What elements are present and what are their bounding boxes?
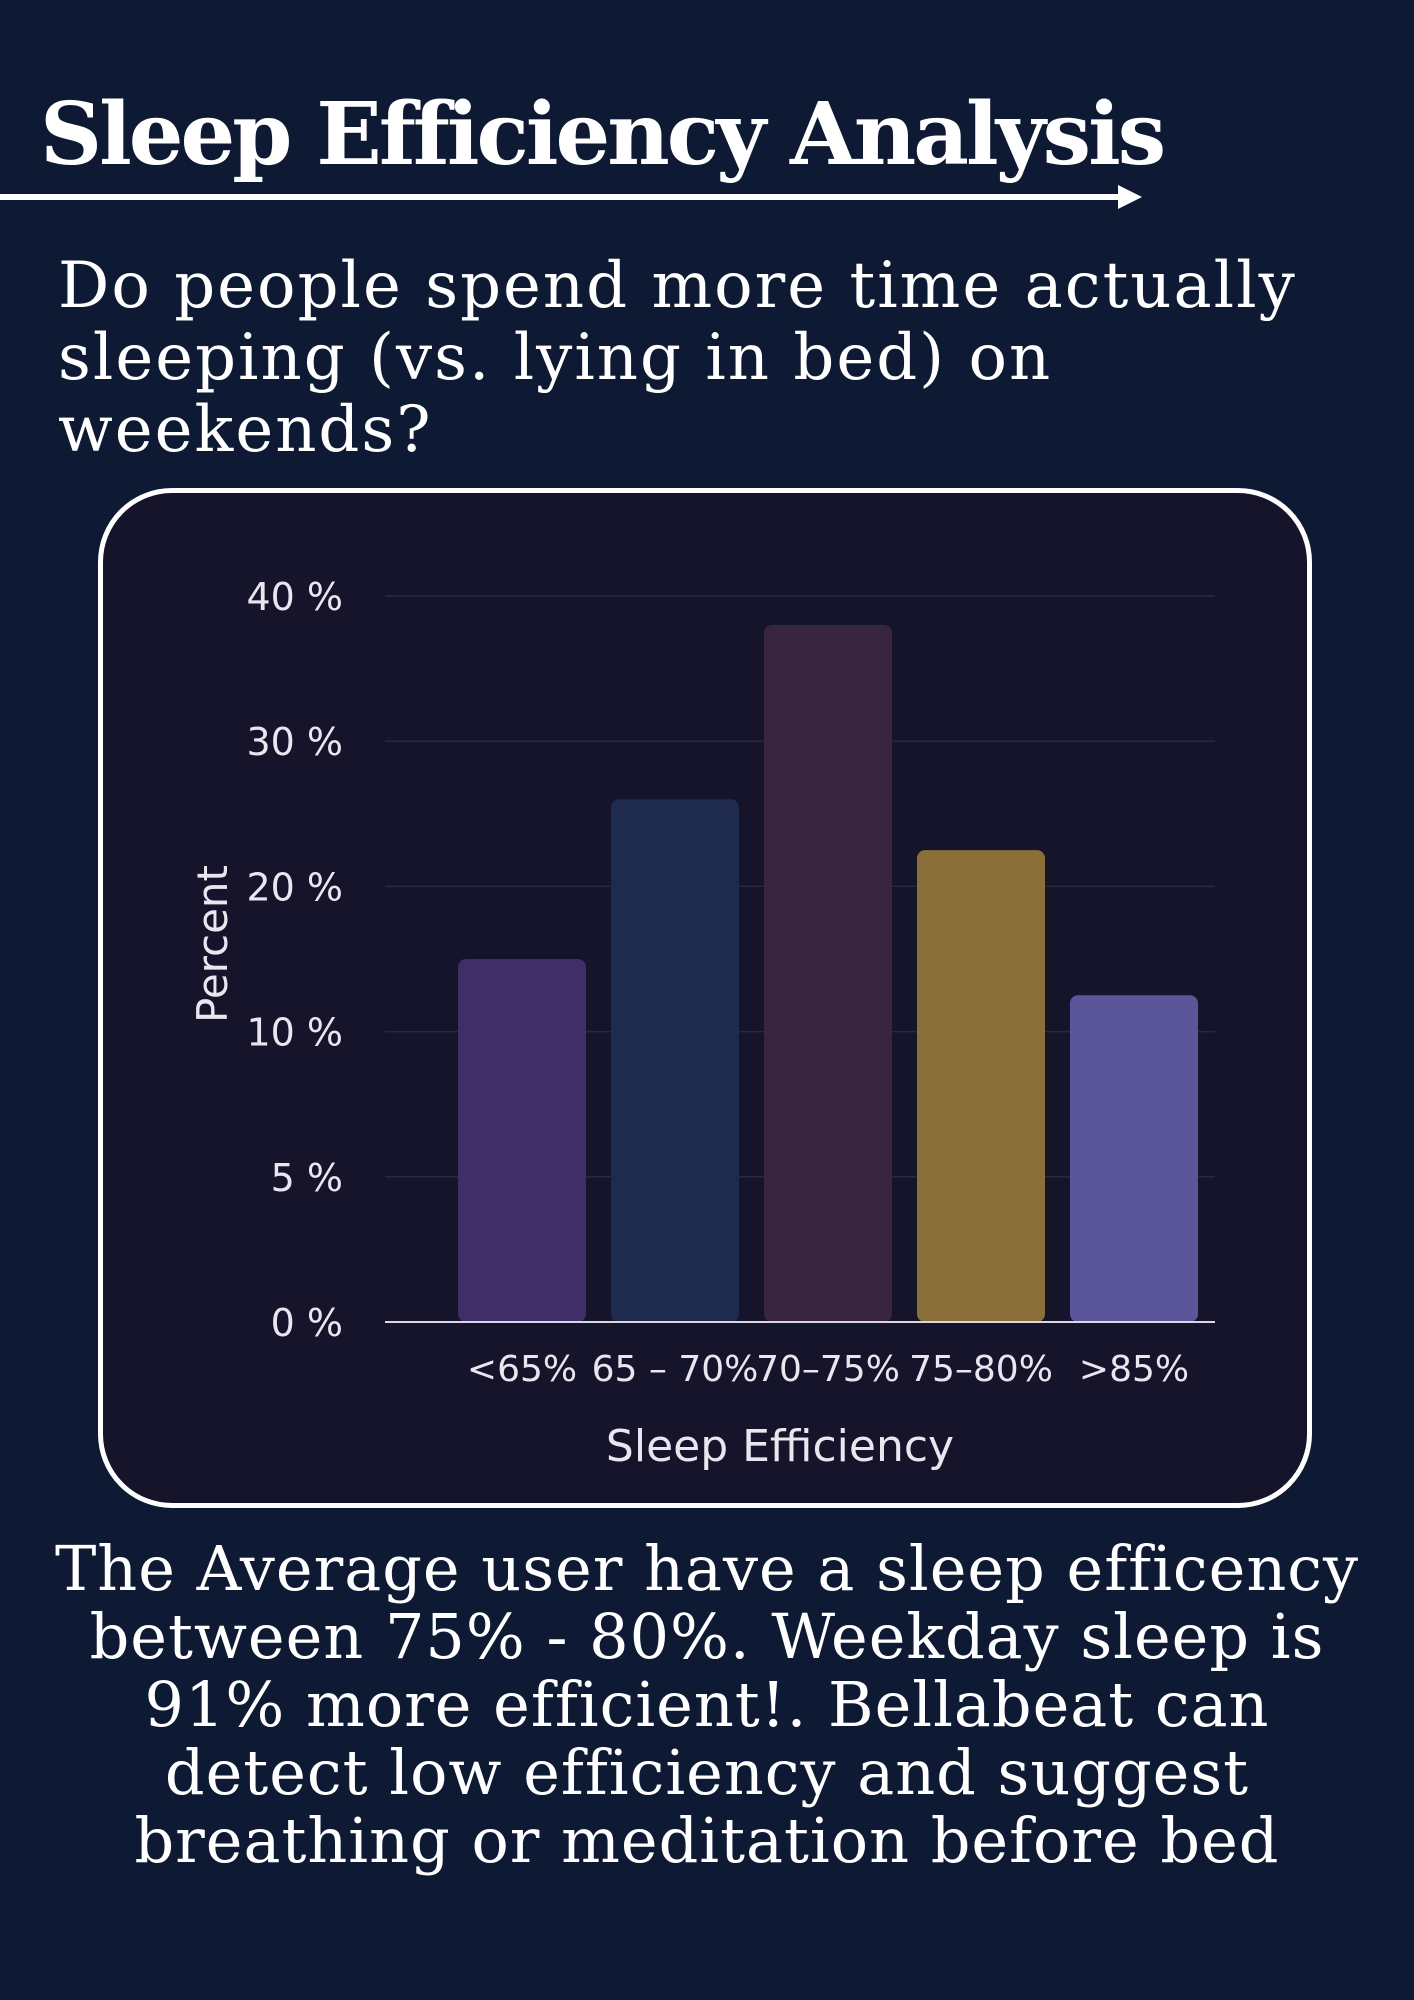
- y-tick-label: 10 %: [246, 1011, 343, 1055]
- bar: [764, 625, 892, 1322]
- y-tick-label: 30 %: [246, 720, 343, 764]
- bar: [1070, 995, 1198, 1322]
- x-category-label: 75–80%: [909, 1349, 1053, 1390]
- summary-text: The Average user have a sleep efficency …: [54, 1532, 1360, 1877]
- x-category-label: >85%: [1079, 1349, 1189, 1390]
- x-category-label: 70–75%: [756, 1349, 900, 1390]
- y-axis-label: Percent: [188, 865, 237, 1023]
- y-tick-label: 0 %: [271, 1301, 343, 1345]
- chart-card: 0 % 5 % 10 % 20 % 30 % 40 % <65% 65 – 70% 70–75…: [98, 488, 1312, 1508]
- y-tick-label: 40 %: [246, 575, 343, 619]
- bar: [458, 959, 586, 1322]
- bar: [917, 850, 1045, 1322]
- x-axis-label: Sleep Efficiency: [606, 1421, 954, 1472]
- x-category-labels: <65% 65 – 70%70–75% 75–80% >85%: [467, 1349, 1189, 1390]
- y-tick-label: 20 %: [246, 865, 343, 909]
- page-title: Sleep Efficiency Analysis: [40, 84, 1166, 185]
- bar-chart: 0 % 5 % 10 % 20 % 30 % 40 % <65% 65 – 70%70–75…: [188, 575, 1215, 1472]
- x-category-label: <65%: [467, 1349, 577, 1390]
- bar: [611, 799, 739, 1322]
- y-tick-labels: 0 % 5 % 10 % 20 % 30 % 40 %: [246, 575, 343, 1345]
- question-text: Do people spend more time actually sleep…: [58, 249, 1297, 467]
- title-underline-arrow-icon: [0, 185, 1142, 209]
- x-category-label: 65 – 70%: [592, 1349, 759, 1390]
- y-tick-label: 5 %: [271, 1156, 343, 1200]
- bars: [458, 625, 1198, 1322]
